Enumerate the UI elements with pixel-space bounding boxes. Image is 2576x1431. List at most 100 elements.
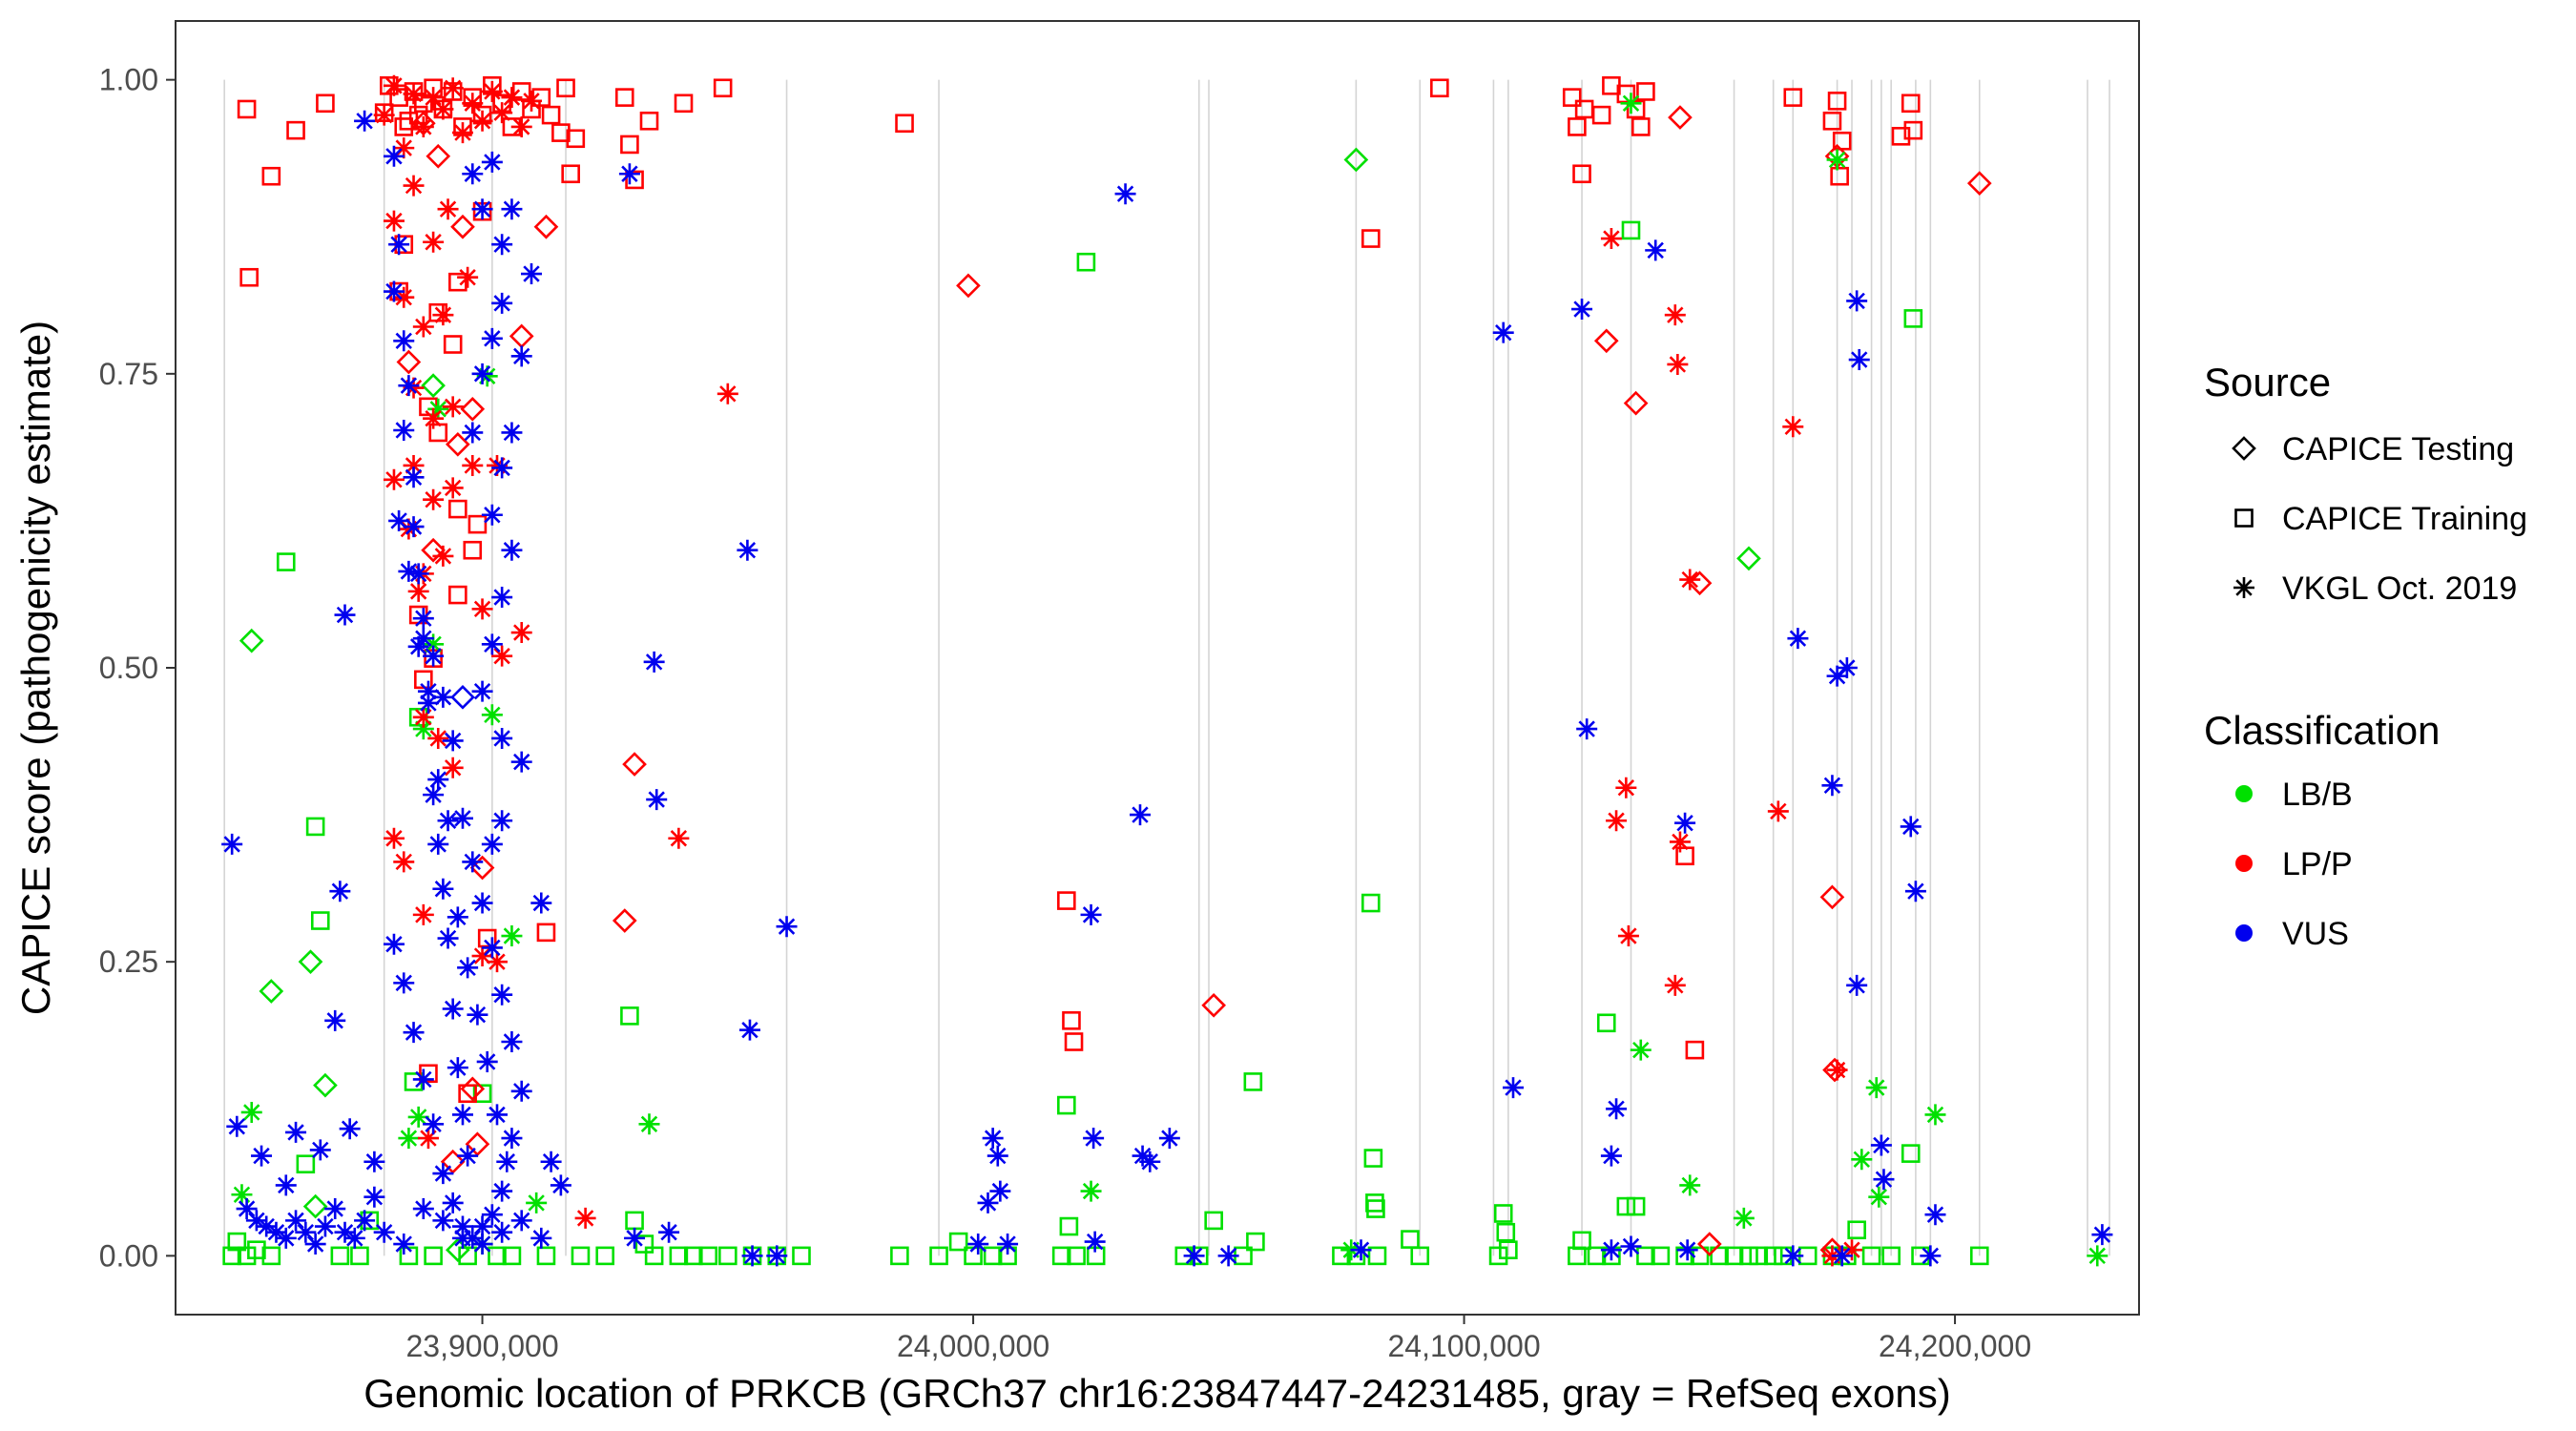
data-point (388, 509, 410, 531)
data-point (309, 1139, 331, 1161)
data-point (302, 1193, 328, 1219)
data-point (502, 1246, 522, 1266)
data-point (458, 1084, 477, 1104)
legend-class-label: VUS (2282, 916, 2349, 952)
data-point (421, 373, 446, 398)
data-point (669, 1246, 689, 1266)
data-point (766, 1245, 788, 1267)
data-point (481, 80, 503, 102)
data-point (622, 752, 647, 777)
data-point (1739, 1246, 1758, 1266)
data-point (423, 407, 445, 429)
data-point (407, 563, 429, 585)
data-point (1651, 1246, 1671, 1266)
data-point (296, 1154, 316, 1174)
data-point (1430, 78, 1449, 98)
data-point (427, 727, 449, 749)
data-point (1568, 1246, 1587, 1266)
data-point (423, 633, 445, 655)
data-point (1667, 353, 1689, 375)
data-point (398, 518, 420, 540)
data-point (1139, 1151, 1161, 1172)
data-point (1620, 1235, 1642, 1257)
data-point (668, 827, 690, 849)
data-point (1366, 1199, 1385, 1218)
data-point (1664, 304, 1686, 326)
data-point (472, 1084, 492, 1104)
data-point (447, 906, 468, 928)
series-vkgl-lp-p (373, 74, 1863, 1267)
data-point (625, 1211, 644, 1231)
data-point (987, 1145, 1008, 1167)
data-point (1679, 569, 1701, 591)
data-point (989, 1180, 1011, 1202)
data-point (491, 1221, 513, 1243)
legend-square-key (2234, 508, 2254, 528)
data-point (427, 769, 449, 791)
data-point (412, 1068, 434, 1090)
data-point (261, 1246, 281, 1266)
data-point (486, 951, 508, 973)
legend-source-items: CAPICE Testing CAPICE Training VKGL Oct. 2… (2232, 431, 2527, 607)
data-point (334, 1221, 356, 1243)
data-point (510, 1210, 532, 1232)
data-point (445, 431, 470, 457)
data-point (330, 1246, 350, 1266)
data-point (239, 267, 259, 287)
x-tick-label: 24,000,000 (897, 1329, 1049, 1363)
data-point (1114, 183, 1136, 205)
data-point (1062, 1011, 1081, 1030)
data-point (481, 504, 503, 526)
data-point (948, 1232, 968, 1252)
data-point (457, 957, 479, 979)
data-point (1084, 1231, 1106, 1253)
data-point (373, 1221, 395, 1243)
data-point (1067, 1246, 1086, 1266)
data-point (481, 833, 503, 855)
data-point (634, 1234, 654, 1254)
data-point (424, 1246, 443, 1266)
data-point (1571, 299, 1593, 321)
data-point (275, 1227, 297, 1249)
legend-class-label: LB/B (2282, 777, 2353, 813)
data-point (1826, 1059, 1848, 1081)
data-point (1626, 1196, 1646, 1216)
data-point (1903, 120, 1923, 140)
data-point (536, 1246, 556, 1266)
data-point (1572, 1231, 1591, 1251)
data-point (1664, 974, 1686, 996)
data-point (491, 292, 513, 314)
data-point (496, 1151, 518, 1172)
data-point (1903, 309, 1923, 328)
data-point (1363, 1149, 1383, 1168)
data-point (259, 979, 284, 1004)
data-point (491, 457, 513, 479)
data-point (471, 892, 493, 914)
data-point (398, 1128, 420, 1150)
data-point (1696, 1232, 1722, 1256)
data-point (1631, 117, 1651, 136)
data-point (1616, 1196, 1636, 1216)
data-point (440, 1149, 466, 1174)
data-point (983, 1246, 1003, 1266)
data-point (451, 1104, 473, 1126)
data-point (403, 454, 425, 476)
data-point (451, 122, 473, 144)
data-point (432, 1163, 454, 1185)
data-point (967, 1234, 989, 1255)
data-point (417, 680, 439, 702)
data-point (1217, 1245, 1239, 1267)
data-point (491, 102, 513, 124)
data-point (556, 78, 575, 98)
data-point (471, 110, 493, 132)
data-point (1076, 252, 1096, 272)
data-point (982, 1128, 1004, 1150)
data-point (231, 1184, 253, 1206)
data-point (467, 514, 488, 534)
data-point (354, 110, 376, 132)
data-point (222, 1246, 241, 1266)
data-point (1822, 111, 1842, 131)
data-point (1865, 1077, 1887, 1099)
data-point (432, 878, 454, 900)
data-point (393, 330, 415, 352)
